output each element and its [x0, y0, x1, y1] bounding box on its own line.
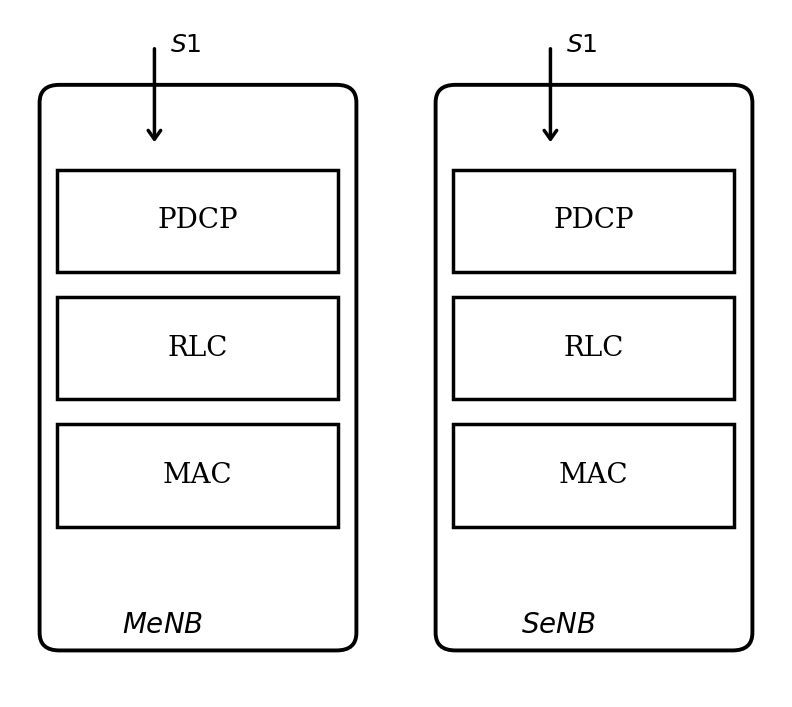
FancyBboxPatch shape — [453, 170, 734, 272]
Text: RLC: RLC — [167, 334, 228, 362]
Text: PDCP: PDCP — [554, 207, 634, 235]
Text: RLC: RLC — [563, 334, 624, 362]
FancyBboxPatch shape — [453, 297, 734, 399]
FancyBboxPatch shape — [453, 424, 734, 527]
Text: $S1$: $S1$ — [566, 35, 598, 57]
FancyBboxPatch shape — [57, 297, 338, 399]
FancyBboxPatch shape — [40, 85, 356, 650]
Text: $MeNB$: $MeNB$ — [122, 612, 203, 639]
Text: MAC: MAC — [559, 462, 628, 489]
Text: $SeNB$: $SeNB$ — [521, 612, 596, 639]
Text: MAC: MAC — [163, 462, 232, 489]
FancyBboxPatch shape — [436, 85, 752, 650]
Text: $S1$: $S1$ — [170, 35, 202, 57]
Text: PDCP: PDCP — [158, 207, 238, 235]
FancyBboxPatch shape — [57, 170, 338, 272]
FancyBboxPatch shape — [57, 424, 338, 527]
